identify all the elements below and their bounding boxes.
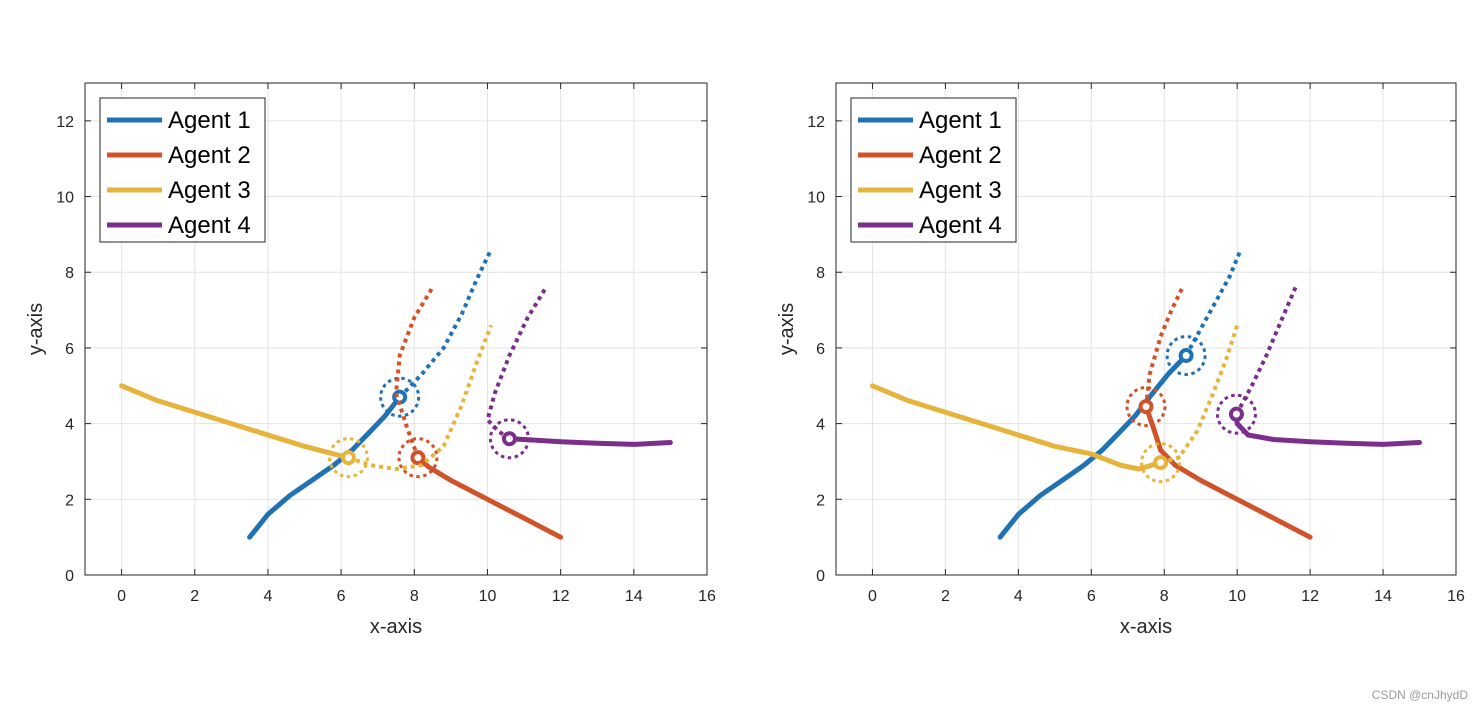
axes-box [835, 82, 1457, 576]
position-marker-agent-2 [1138, 399, 1154, 415]
x-tick-label: 14 [1374, 588, 1392, 605]
chart-right: 0 2 4 6 8 10 12 14 16 0 2 4 6 8 10 12 x-axis y-axis Agent … [776, 82, 1465, 638]
position-marker-agent-3 [1153, 455, 1169, 471]
safety-ring-agent-3 [1140, 442, 1182, 484]
legend-label-agent-1: Agent 1 [168, 107, 251, 134]
y-tick-label: 10 [807, 190, 825, 207]
safety-ring-agent-4 [488, 418, 530, 460]
safety-ring-agent-1 [1165, 334, 1207, 376]
series-line-past-agent-1 [247, 394, 403, 540]
position-marker-agent-4 [501, 431, 517, 447]
y-tick-label: 0 [65, 568, 74, 585]
series-line-future-agent-3 [347, 324, 493, 471]
x-tick-label: 10 [479, 588, 497, 605]
position-marker-agent-1 [1178, 347, 1194, 363]
legend-label-agent-3: Agent 3 [919, 177, 1002, 204]
legend-label-agent-4: Agent 4 [919, 212, 1002, 239]
series-line-past-agent-2 [1143, 404, 1313, 540]
series-line-past-agent-4 [506, 436, 673, 447]
x-tick-label: 16 [1447, 588, 1465, 605]
x-axis-label: x-axis [370, 616, 422, 638]
x-tick-label: 0 [117, 588, 126, 605]
y-tick-label: 6 [816, 341, 825, 358]
y-tick-label: 8 [816, 265, 825, 282]
x-tick-label: 8 [410, 588, 419, 605]
y-tick-label: 10 [56, 190, 74, 207]
x-tick-label: 14 [625, 588, 643, 605]
safety-ring-agent-2 [397, 437, 439, 479]
series-line-past-agent-3 [870, 383, 1164, 472]
y-tick-label: 0 [816, 568, 825, 585]
y-tick-label: 2 [65, 492, 74, 509]
series-line-past-agent-4 [1233, 411, 1422, 447]
position-marker-agent-2 [410, 450, 426, 466]
x-tick-label: 8 [1160, 588, 1169, 605]
safety-ring-agent-1 [379, 376, 421, 418]
x-tick-label: 0 [868, 588, 877, 605]
x-tick-label: 2 [941, 588, 950, 605]
x-tick-label: 6 [337, 588, 346, 605]
y-tick-label: 12 [56, 114, 74, 131]
x-tick-label: 6 [1087, 588, 1096, 605]
y-axis-label: y-axis [776, 303, 798, 355]
chart-left: 0 2 4 6 8 10 12 14 16 0 2 4 6 8 10 12 x-axis y-axis Agent … [25, 82, 716, 638]
series-line-future-agent-2 [394, 286, 435, 459]
y-tick-label: 4 [816, 417, 825, 434]
x-tick-label: 12 [1301, 588, 1319, 605]
series-line-future-agent-4 [1234, 286, 1298, 416]
safety-ring-agent-4 [1215, 393, 1257, 435]
x-tick-label: 4 [263, 588, 272, 605]
y-tick-label: 8 [65, 265, 74, 282]
x-tick-label: 16 [698, 588, 716, 605]
watermark-text: CSDN @cnJhydD [1371, 688, 1468, 702]
legend-label-agent-2: Agent 2 [919, 142, 1002, 169]
y-tick-label: 4 [65, 417, 74, 434]
x-tick-label: 4 [1014, 588, 1023, 605]
x-axis-label: x-axis [1120, 616, 1172, 638]
series-line-future-agent-1 [398, 248, 493, 399]
y-tick-label: 2 [816, 492, 825, 509]
x-tick-label: 2 [190, 588, 199, 605]
legend-label-agent-1: Agent 1 [919, 107, 1002, 134]
legend-label-agent-2: Agent 2 [168, 142, 251, 169]
y-axis-label: y-axis [25, 303, 47, 355]
position-marker-agent-3 [340, 450, 356, 466]
x-tick-label: 10 [1228, 588, 1246, 605]
series-line-past-agent-2 [415, 455, 564, 540]
safety-ring-agent-2 [1125, 386, 1167, 428]
x-tick-label: 12 [552, 588, 570, 605]
safety-ring-agent-3 [327, 437, 369, 479]
axes-box [84, 82, 708, 576]
y-tick-label: 6 [65, 341, 74, 358]
legend-label-agent-3: Agent 3 [168, 177, 251, 204]
legend-label-agent-4: Agent 4 [168, 212, 251, 239]
position-marker-agent-4 [1228, 406, 1244, 422]
series-line-future-agent-4 [485, 286, 548, 441]
y-tick-label: 12 [807, 114, 825, 131]
